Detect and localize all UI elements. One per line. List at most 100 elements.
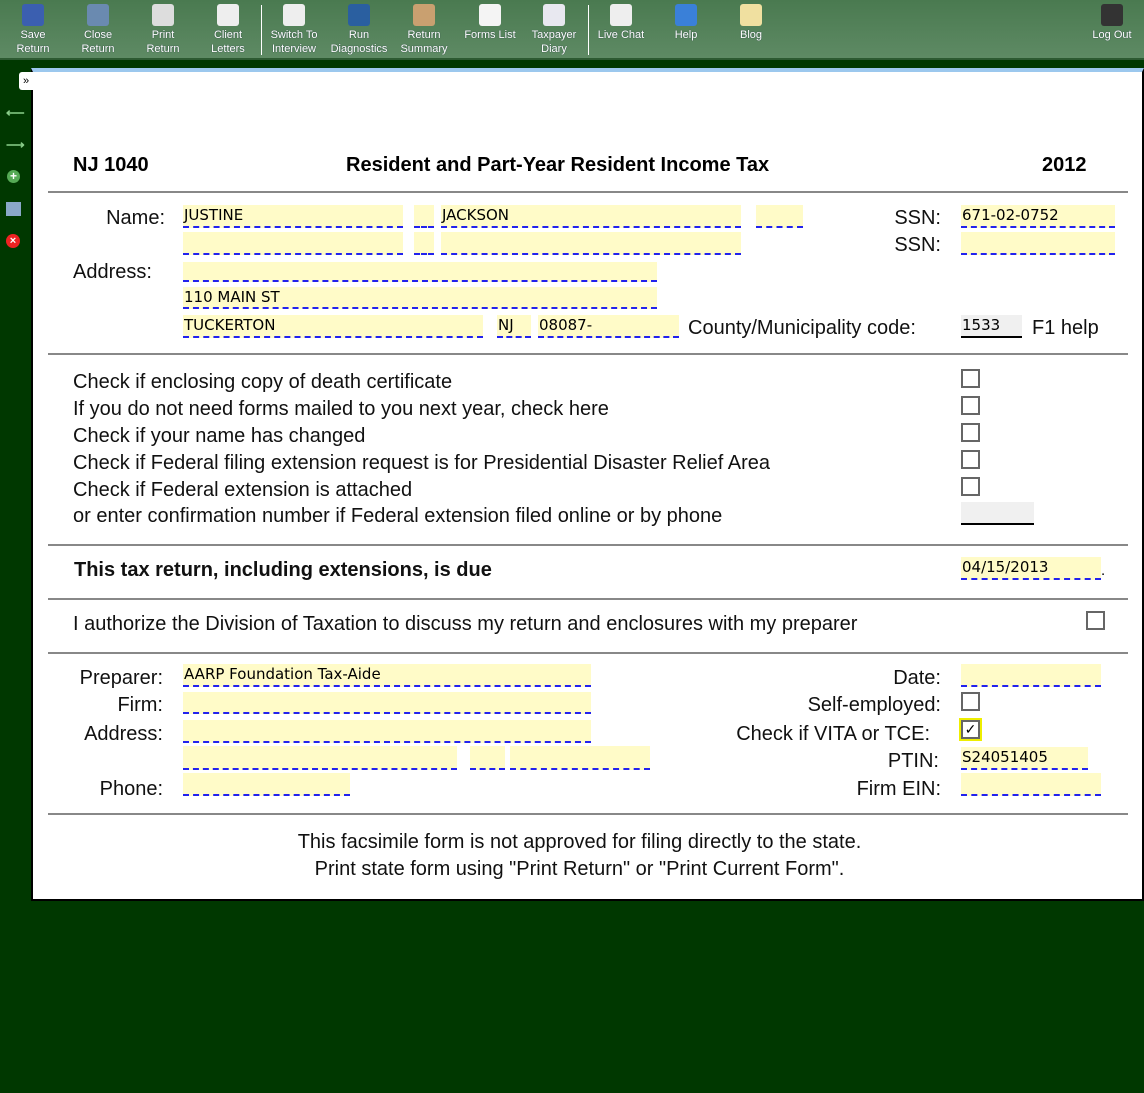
preparer-city-field[interactable]	[183, 746, 457, 770]
diagnostics-icon	[348, 4, 370, 26]
toolbar-logout-button[interactable]: Log Out	[1080, 4, 1144, 42]
form-panel: NJ 1040 Resident and Part-Year Resident …	[31, 68, 1144, 901]
name-label: Name:	[106, 207, 165, 229]
toolbar-print-button[interactable]: Print Return	[131, 4, 195, 56]
city-field[interactable]: TUCKERTON	[183, 315, 483, 338]
help-icon	[675, 4, 697, 26]
toolbar-help-button[interactable]: Help	[654, 4, 718, 42]
toolbar-save-button[interactable]: Save Return	[1, 4, 65, 56]
toolbar-label: Close	[83, 29, 113, 41]
check-label: Check if Federal filing extension reques…	[73, 452, 770, 474]
toolbar-interview-button[interactable]: Switch To Interview	[262, 4, 326, 56]
toolbar-label: Save	[20, 29, 46, 41]
firm-label: Firm:	[117, 694, 163, 716]
toolbar-label: Letters	[211, 43, 245, 55]
toolbar-label: Forms List	[464, 29, 516, 41]
divider	[48, 652, 1128, 654]
date-label: Date:	[893, 667, 941, 689]
due-date-field[interactable]: 04/15/2013	[961, 557, 1101, 580]
f1-help-label: F1 help	[1032, 317, 1099, 339]
toolbar-label: Return	[16, 43, 50, 55]
spouse-first-name-field[interactable]	[183, 232, 403, 255]
check-label: If you do not need forms mailed to you n…	[73, 398, 609, 420]
authorize-checkbox[interactable]	[1086, 611, 1105, 630]
toolbar-clipboard-button[interactable]: Return Summary	[392, 4, 456, 56]
firm-field[interactable]	[183, 692, 591, 714]
toolbar-label: Help	[674, 29, 698, 41]
toolbar-chat-button[interactable]: Live Chat	[589, 4, 653, 42]
divider	[48, 544, 1128, 546]
ssn-label: SSN:	[894, 207, 941, 229]
ptin-label: PTIN:	[887, 750, 939, 772]
check-box[interactable]	[961, 396, 980, 415]
toolbar-blog-button[interactable]: Blog	[719, 4, 783, 42]
footer-note-2: Print state form using "Print Return" or…	[314, 858, 845, 880]
toolbar-diagnostics-button[interactable]: Run Diagnostics	[327, 4, 391, 56]
spouse-ssn-label: SSN:	[894, 234, 941, 256]
self-employed-checkbox[interactable]	[961, 692, 980, 711]
due-period: .	[1101, 562, 1106, 579]
state-field[interactable]: NJ	[497, 315, 531, 338]
spouse-last-name-field[interactable]	[441, 232, 741, 255]
clipboard-icon	[413, 4, 435, 26]
firm-ein-field[interactable]	[961, 773, 1101, 796]
preparer-zip-field[interactable]	[510, 746, 650, 770]
preparer-name-field[interactable]: AARP Foundation Tax-Aide	[183, 664, 591, 687]
toolbar-diary-button[interactable]: Taxpayer Diary	[522, 4, 586, 56]
check-box[interactable]	[961, 423, 980, 442]
preparer-address-field[interactable]	[183, 720, 591, 743]
back-arrow-icon[interactable]: ⟵	[6, 105, 25, 120]
taxpayer-first-name-field[interactable]: JUSTINE	[183, 205, 403, 228]
zip-field[interactable]: 08087-	[538, 315, 679, 338]
vita-checkbox[interactable]: ✓	[959, 718, 982, 741]
check-label: Check if your name has changed	[73, 425, 366, 447]
county-code-label: County/Municipality code:	[688, 317, 916, 339]
logout-icon	[1101, 4, 1123, 26]
taxpayer-last-name-field[interactable]: JACKSON	[441, 205, 741, 228]
preparer-date-field[interactable]	[961, 664, 1101, 687]
expand-panel-button[interactable]: »	[19, 72, 33, 90]
save-icon	[22, 4, 44, 26]
footer-note-1: This facsimile form is not approved for …	[297, 831, 862, 853]
toolbar-label: Diagnostics	[330, 43, 388, 55]
firm-ein-label: Firm EIN:	[856, 778, 941, 800]
toolbar-envelope-button[interactable]: Client Letters	[196, 4, 260, 56]
list-icon	[479, 4, 501, 26]
confirmation-label: or enter confirmation number if Federal …	[73, 505, 723, 527]
address-line1-field[interactable]	[183, 262, 657, 282]
delete-icon[interactable]: ×	[6, 234, 20, 248]
toolbar-close-return-button[interactable]: Close Return	[66, 4, 130, 56]
spouse-ssn-field[interactable]	[961, 232, 1115, 255]
taxpayer-ssn-field[interactable]: 671-02-0752	[961, 205, 1115, 228]
address-line2-field[interactable]: 110 MAIN ST	[183, 287, 657, 309]
preparer-state-field[interactable]	[470, 746, 505, 770]
add-icon[interactable]: +	[7, 170, 20, 183]
check-box[interactable]	[961, 369, 980, 388]
preparer-phone-field[interactable]	[183, 773, 350, 796]
check-box[interactable]	[961, 450, 980, 469]
toolbar-list-button[interactable]: Forms List	[458, 4, 522, 42]
vita-label: Check if VITA or TCE:	[736, 723, 930, 745]
divider	[48, 598, 1128, 600]
forward-arrow-icon[interactable]: ⟶	[6, 137, 25, 152]
due-label: This tax return, including extensions, i…	[74, 559, 492, 581]
divider	[48, 813, 1128, 815]
ptin-field[interactable]: S24051405	[961, 747, 1088, 770]
confirmation-number-field[interactable]	[961, 502, 1034, 525]
print-icon[interactable]	[6, 202, 21, 216]
toolbar-label: Log Out	[1092, 29, 1132, 41]
diary-icon	[543, 4, 565, 26]
county-code-field[interactable]: 1533	[961, 315, 1022, 338]
taxpayer-suffix-field[interactable]	[756, 205, 803, 228]
toolbar-separator	[261, 5, 262, 55]
toolbar-label: Diary	[541, 43, 567, 55]
form-title: Resident and Part-Year Resident Income T…	[346, 154, 770, 176]
toolbar-label: Interview	[271, 43, 317, 55]
taxpayer-mi-field[interactable]	[414, 205, 434, 228]
check-label: Check if enclosing copy of death certifi…	[73, 371, 453, 393]
print-icon	[152, 4, 174, 26]
interview-icon	[283, 4, 305, 26]
spouse-mi-field[interactable]	[414, 232, 434, 255]
check-box[interactable]	[961, 477, 980, 496]
toolbar-label: Summary	[400, 43, 448, 55]
